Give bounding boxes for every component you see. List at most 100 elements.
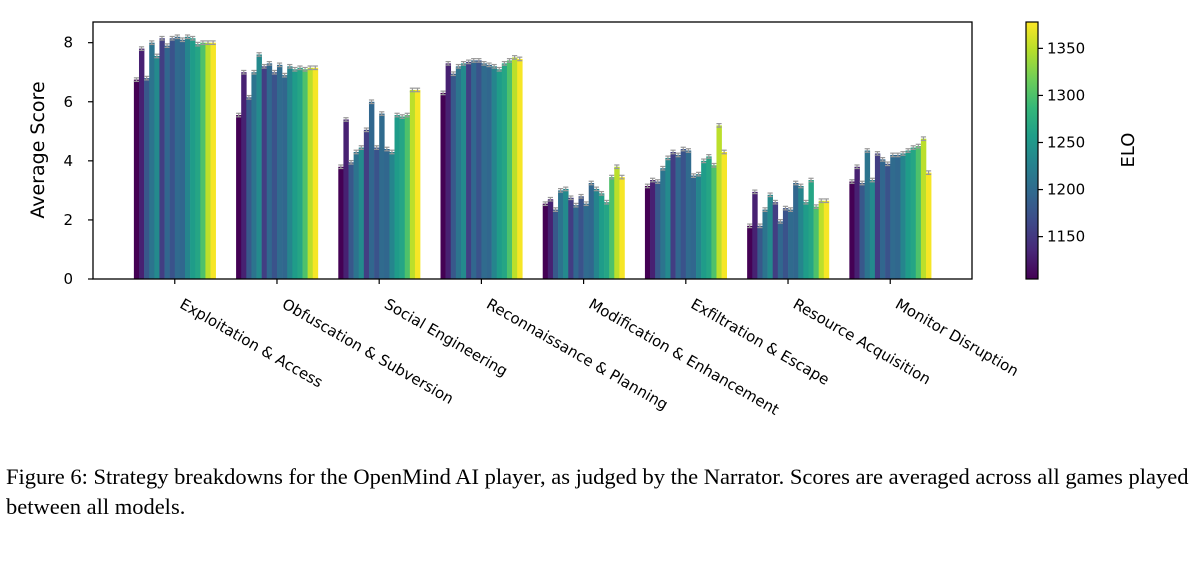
bar xyxy=(803,202,809,279)
bar xyxy=(169,38,176,279)
bar xyxy=(200,42,206,280)
bar xyxy=(312,67,319,279)
bar xyxy=(302,69,308,279)
bar xyxy=(210,42,216,280)
bar xyxy=(476,60,482,280)
bar xyxy=(609,177,615,279)
bar xyxy=(614,166,620,279)
bar xyxy=(512,57,518,280)
bar xyxy=(619,177,625,279)
bar xyxy=(690,175,697,279)
bar xyxy=(593,188,600,279)
bar xyxy=(558,190,564,279)
bar xyxy=(788,209,794,279)
bar xyxy=(910,147,917,279)
bar xyxy=(578,196,584,279)
bar xyxy=(747,225,753,279)
bar xyxy=(818,200,825,279)
bar xyxy=(481,63,487,279)
bar xyxy=(793,182,799,279)
bar xyxy=(144,78,150,279)
bar xyxy=(236,115,242,279)
figure-caption: Figure 6: Strategy breakdowns for the Op… xyxy=(6,464,1189,519)
bar xyxy=(374,147,380,279)
colorbar-tick-label: 1350 xyxy=(1047,39,1085,57)
x-tick-label: Reconnaissance & Planning xyxy=(483,295,671,414)
bar xyxy=(711,165,717,279)
bar xyxy=(307,67,314,279)
y-axis: 0 2 4 6 8 xyxy=(63,34,93,288)
bar xyxy=(782,208,789,279)
bars-layer xyxy=(133,34,932,280)
bar xyxy=(159,38,165,279)
bar xyxy=(849,181,855,279)
bar xyxy=(859,182,865,279)
bar xyxy=(757,225,763,279)
bar xyxy=(542,203,549,279)
bar xyxy=(501,63,508,279)
colorbar-tick-label: 1200 xyxy=(1047,181,1085,199)
bar xyxy=(563,188,569,279)
bar xyxy=(394,115,400,279)
bar xyxy=(680,149,687,279)
bar xyxy=(440,92,446,280)
bar xyxy=(149,42,155,280)
bar xyxy=(808,180,814,279)
colorbar-tick-label: 1150 xyxy=(1047,228,1085,246)
bar xyxy=(466,61,472,279)
bar xyxy=(752,191,758,279)
bar xyxy=(895,154,901,279)
bar xyxy=(547,199,554,279)
bar xyxy=(363,129,370,279)
bar xyxy=(701,160,707,279)
bar xyxy=(573,205,579,279)
bar xyxy=(184,36,191,279)
bar xyxy=(864,150,871,279)
bar xyxy=(455,66,462,279)
bar xyxy=(491,66,498,279)
bar xyxy=(869,180,876,279)
y-tick-label: 6 xyxy=(63,93,73,111)
bar xyxy=(450,73,457,279)
bar xyxy=(915,146,922,279)
bar xyxy=(665,157,671,279)
bar xyxy=(552,209,559,279)
bar xyxy=(138,48,145,280)
bar xyxy=(900,153,906,279)
bar xyxy=(696,174,702,279)
bar xyxy=(890,154,896,279)
bar xyxy=(675,154,681,279)
bar xyxy=(389,151,395,279)
bar xyxy=(670,151,676,279)
bar xyxy=(517,58,523,280)
colorbar-tick-label: 1300 xyxy=(1047,86,1085,104)
colorbar-ticks: 1150 1200 1250 1300 1350 xyxy=(1038,39,1085,246)
bar xyxy=(604,202,610,279)
bar xyxy=(885,163,891,279)
bar xyxy=(706,156,712,279)
bar xyxy=(650,180,656,279)
bar xyxy=(445,63,452,279)
bar xyxy=(471,60,477,280)
bar xyxy=(348,162,354,279)
y-tick-label: 8 xyxy=(63,34,73,52)
bar xyxy=(486,64,492,279)
bar xyxy=(154,55,160,279)
bar xyxy=(880,159,886,279)
bar xyxy=(874,153,881,279)
y-tick-label: 0 xyxy=(63,270,73,288)
bar xyxy=(195,44,201,279)
bar xyxy=(287,66,293,279)
bar xyxy=(266,63,273,279)
bar xyxy=(368,101,375,279)
bar xyxy=(409,89,416,279)
bar xyxy=(644,185,651,279)
bar xyxy=(261,66,268,279)
y-tick-label: 2 xyxy=(63,211,73,229)
bar xyxy=(460,63,467,279)
bar xyxy=(358,147,365,279)
bar xyxy=(399,116,406,279)
bar xyxy=(598,193,605,279)
plot-frame xyxy=(92,21,973,280)
